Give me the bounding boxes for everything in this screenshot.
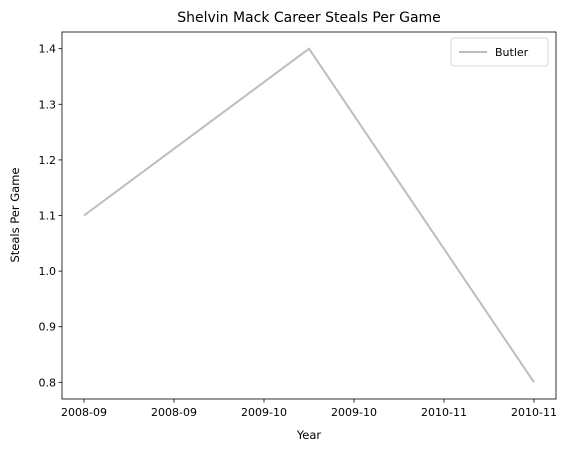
x-tick-label: 2008-09 (151, 406, 197, 419)
x-tick-label: 2010-11 (421, 406, 467, 419)
series-line (83, 47, 535, 383)
legend-box (450, 37, 549, 67)
y-tick-label: 0.8 (39, 376, 57, 389)
legend: Butler (450, 37, 549, 67)
plot-area: 0.8 0.9 1.0 1.1 1.2 1.3 1.4 2008-09 2008-09 2009-… (39, 31, 557, 419)
x-axis-label: Year (296, 428, 322, 442)
x-tick-label: 2009-10 (241, 406, 287, 419)
chart-title: Shelvin Mack Career Steals Per Game (177, 10, 441, 26)
x-tick-label: 2010-11 (511, 406, 557, 419)
x-tick-label: 2008-09 (61, 406, 107, 419)
x-tick-label: 2009-10 (331, 406, 377, 419)
y-axis-label: Steals Per Game (8, 168, 22, 263)
y-tick-label: 1.2 (39, 154, 57, 167)
legend-label: Butler (495, 46, 529, 59)
y-tick-label: 0.9 (39, 321, 57, 334)
y-tick-label: 1.0 (39, 265, 57, 278)
y-tick-label: 1.3 (39, 98, 57, 111)
y-tick-label: 1.1 (39, 210, 57, 223)
y-tick-label: 1.4 (39, 43, 57, 56)
